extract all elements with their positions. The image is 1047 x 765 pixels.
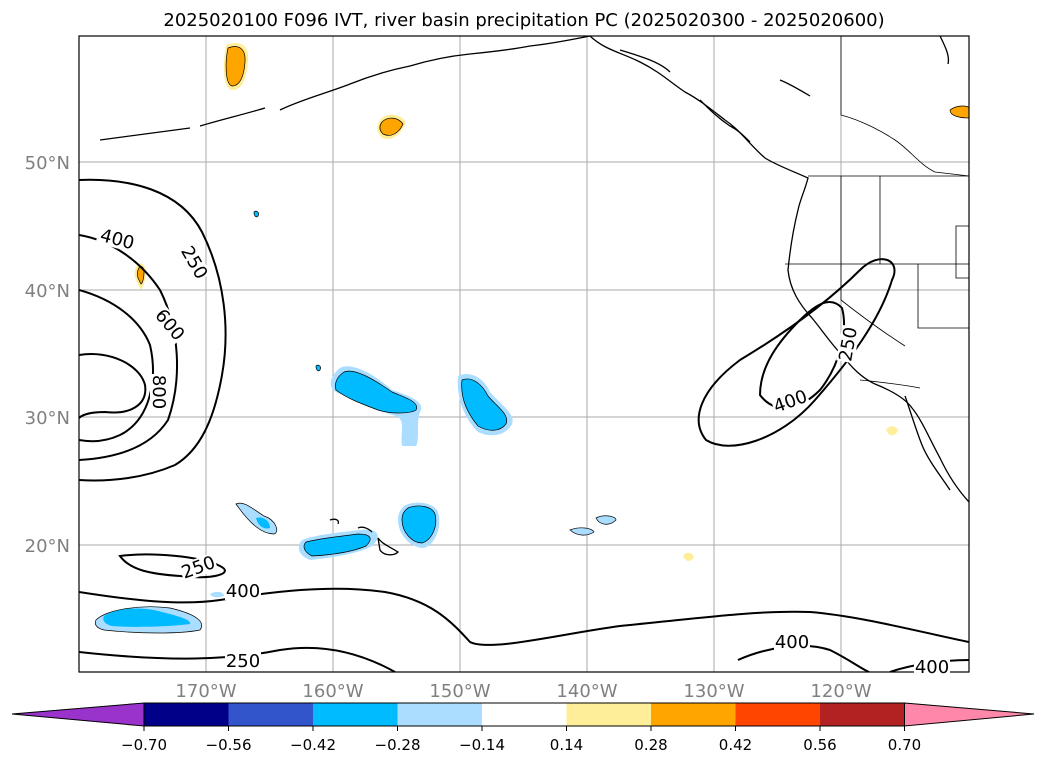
colorbar-segment — [313, 703, 398, 726]
lon-label: 140°W — [556, 681, 617, 702]
lat-label: 40°N — [25, 281, 70, 302]
colorbar-tick: 0.42 — [719, 736, 752, 754]
colorbar-tick: −0.14 — [459, 736, 505, 754]
lat-label: 30°N — [25, 408, 70, 429]
colorbar-tick: 0.14 — [550, 736, 583, 754]
lon-label: 130°W — [683, 681, 744, 702]
lon-label: 150°W — [429, 681, 490, 702]
colorbar-tick: 0.28 — [634, 736, 667, 754]
colorbar-tick: −0.70 — [121, 736, 167, 754]
lat-labels: 50°N 40°N 30°N 20°N — [25, 153, 70, 557]
map-panel — [79, 36, 969, 672]
political-borders — [785, 36, 969, 389]
colorbar-segment — [820, 703, 905, 726]
colorbar-tick: −0.28 — [375, 736, 421, 754]
colorbar-extend-low — [11, 702, 145, 727]
colorbar-tick: 0.56 — [803, 736, 836, 754]
colorbar-tick: 0.70 — [888, 736, 921, 754]
colorbar-segment — [482, 703, 567, 726]
colorbar-segment — [735, 703, 820, 726]
contour-label: 800 — [148, 375, 169, 409]
contour-label: 400 — [226, 581, 260, 602]
colorbar-tick: −0.56 — [206, 736, 252, 754]
contour-label: 400 — [775, 632, 809, 653]
contour-label: 400 — [915, 657, 949, 678]
figure-title: 2025020100 F096 IVT, river basin precipi… — [163, 10, 884, 31]
map-frame — [78, 35, 970, 673]
lon-label: 170°W — [175, 681, 236, 702]
colorbar-segment — [651, 703, 736, 726]
coastlines — [99, 36, 969, 556]
colorbar-extend-high — [904, 702, 1035, 727]
colorbar-segment — [566, 703, 651, 726]
colorbar-segment — [144, 703, 229, 726]
contour-labels: 400 250 600 800 250 400 250 250 — [95, 225, 950, 678]
colorbar-tick: −0.42 — [290, 736, 336, 754]
pc-shading — [94, 42, 969, 650]
lat-label: 20°N — [25, 536, 70, 557]
lon-label: 120°W — [810, 681, 871, 702]
colorbar: −0.70 −0.56 −0.42 −0.28 −0.14 0.14 0.28 … — [11, 702, 1035, 754]
lon-labels: 170°W 160°W 150°W 140°W 130°W 120°W — [175, 681, 871, 702]
contour-label: 250 — [226, 651, 260, 672]
colorbar-segment — [397, 703, 482, 726]
colorbar-segment — [228, 703, 313, 726]
lat-label: 50°N — [25, 153, 70, 174]
lon-label: 160°W — [302, 681, 363, 702]
